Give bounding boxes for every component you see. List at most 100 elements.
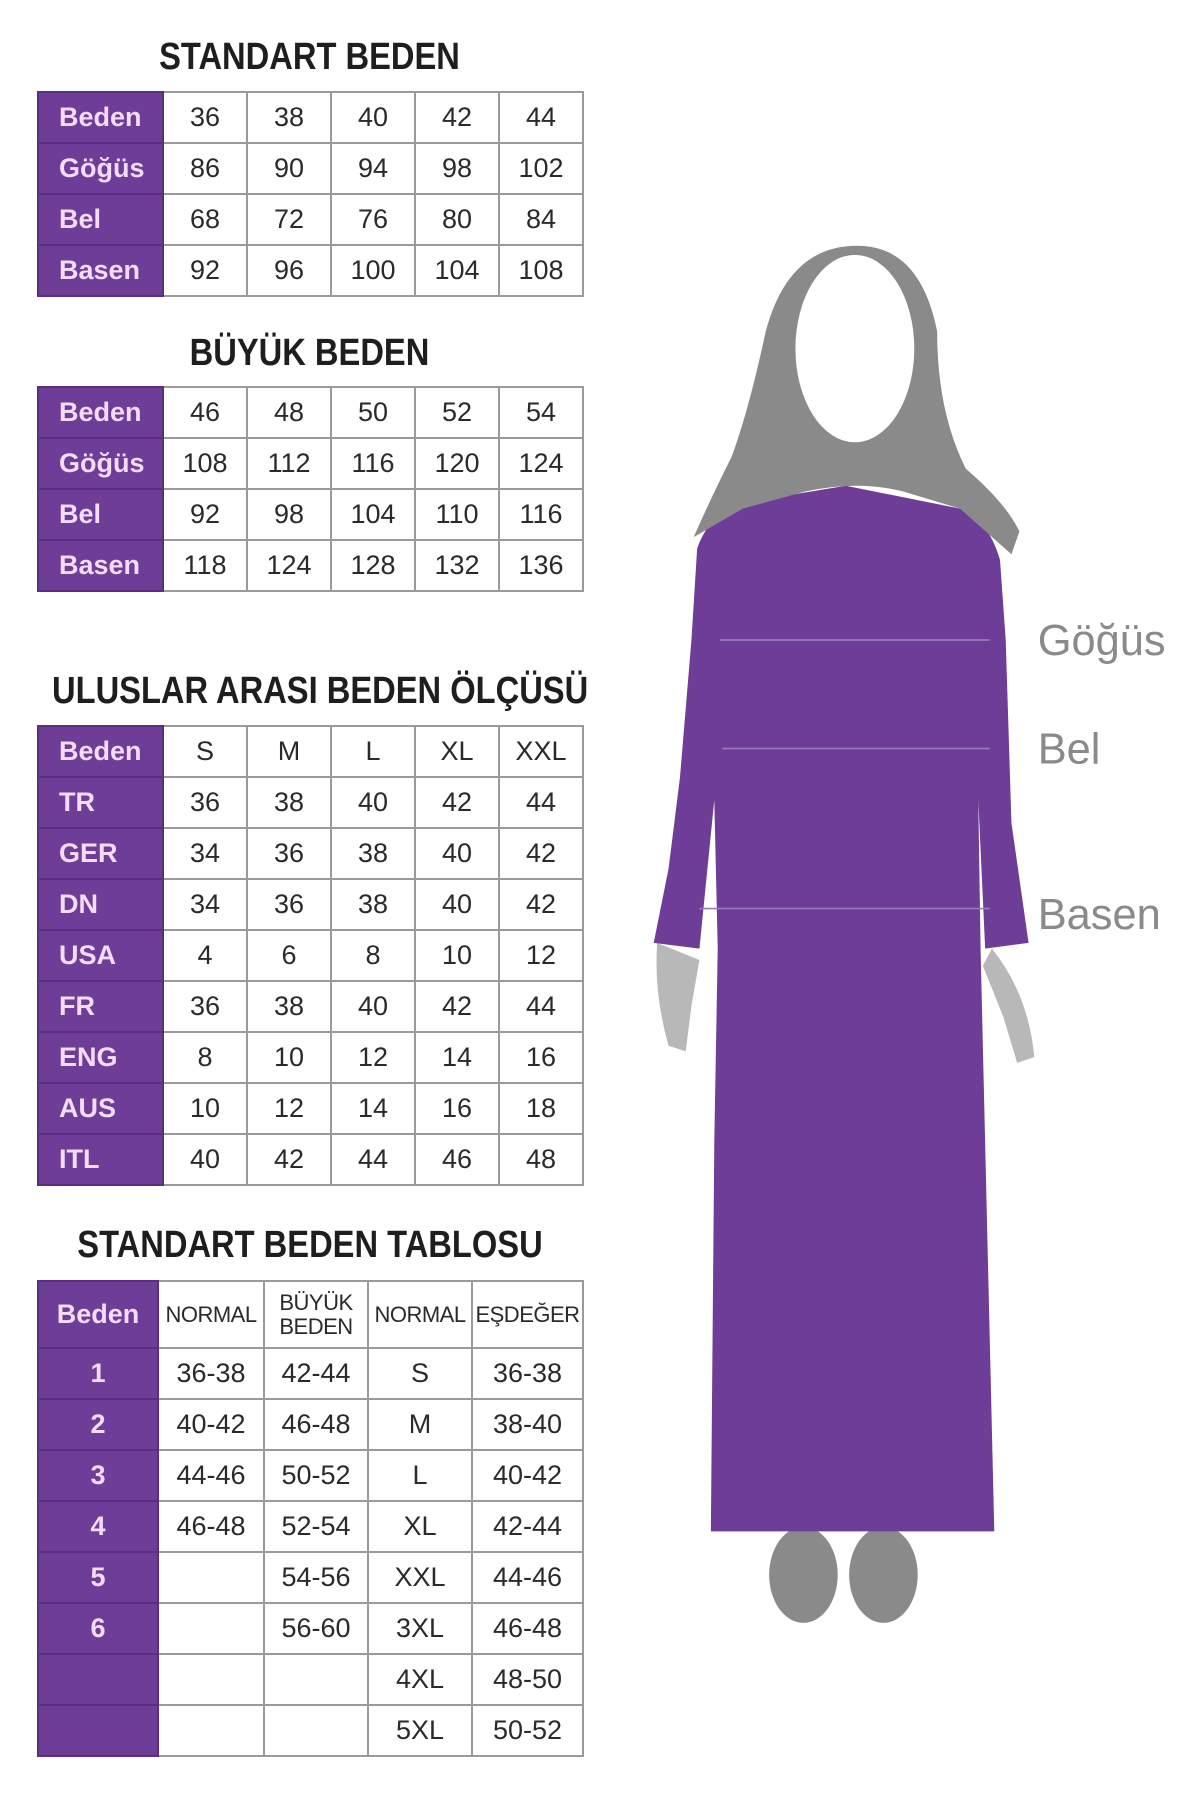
row-label-cell: DN (37, 878, 164, 931)
table-cell: 42 (498, 827, 584, 880)
table-cell: 8 (162, 1031, 248, 1084)
table-cell: 46-48 (263, 1398, 369, 1451)
table-cell: 4XL (367, 1653, 473, 1706)
table-cell: 12 (498, 929, 584, 982)
standart-beden-tablosu-table: Beden NORMAL BÜYÜK BEDEN NORMAL EŞDEĞER 1 36-3… (37, 1280, 584, 1757)
table-cell: XXL (498, 725, 584, 778)
gogus-label: Göğüs (1038, 617, 1166, 665)
right-hand (982, 948, 1035, 1063)
row-label-cell: 5 (37, 1551, 159, 1604)
table-cell: 44 (498, 776, 584, 829)
row-label-cell: GER (37, 827, 164, 880)
row-label-cell: Basen (37, 539, 164, 592)
table-cell: 40 (162, 1133, 248, 1186)
dress (653, 485, 1029, 1532)
table-cell: S (162, 725, 248, 778)
table-cell: 10 (246, 1031, 332, 1084)
table-row: Basen 92 96 100 104 108 (37, 244, 584, 297)
table-row: FR 36 38 40 42 44 (37, 980, 584, 1033)
table-cell: 40 (330, 980, 416, 1033)
table-row: 4XL 48-50 (37, 1653, 584, 1706)
table-cell: 50 (330, 386, 416, 439)
table-cell: L (330, 725, 416, 778)
table-cell (157, 1602, 265, 1655)
table-cell: 98 (414, 142, 500, 195)
left-shoe (769, 1526, 838, 1623)
table-row: TR 36 38 40 42 44 (37, 776, 584, 829)
table-cell: S (367, 1347, 473, 1400)
table-cell: 44 (498, 980, 584, 1033)
table-cell: 124 (246, 539, 332, 592)
table-row: AUS 10 12 14 16 18 (37, 1082, 584, 1135)
table-cell: 110 (414, 488, 500, 541)
table-cell: 84 (498, 193, 584, 246)
table-row: Göğüs 108 112 116 120 124 (37, 437, 584, 490)
row-label-cell: Beden (37, 91, 164, 144)
row-label-cell: ITL (37, 1133, 164, 1186)
table-cell: 46 (414, 1133, 500, 1186)
table-cell: 4 (162, 929, 248, 982)
row-label-cell: ENG (37, 1031, 164, 1084)
buyuk-beden-table: Beden 46 48 50 52 54 Göğüs 108 112 116 120 124 Bel 92… (37, 386, 584, 592)
table-cell: 48-50 (471, 1653, 584, 1706)
table-cell: 44-46 (157, 1449, 265, 1502)
row-label-cell: Beden (37, 386, 164, 439)
table-cell: 48 (498, 1133, 584, 1186)
table-cell: NORMAL (367, 1280, 473, 1349)
table-cell: 128 (330, 539, 416, 592)
table-cell: EŞDEĞER (471, 1280, 584, 1349)
table-cell: 40-42 (157, 1398, 265, 1451)
table-row: 5XL 50-52 (37, 1704, 584, 1757)
right-shoe (849, 1526, 918, 1623)
table-row: Bel 68 72 76 80 84 (37, 193, 584, 246)
row-label-cell: Beden (37, 1280, 159, 1349)
table-cell: 36 (162, 91, 248, 144)
standart-beden-title: STANDART BEDEN (159, 36, 460, 78)
table-row: GER 34 36 38 40 42 (37, 827, 584, 880)
table-cell: 36-38 (471, 1347, 584, 1400)
table-cell: 116 (330, 437, 416, 490)
table-cell: 50-52 (471, 1704, 584, 1757)
table-cell: 46-48 (471, 1602, 584, 1655)
row-label-cell: 4 (37, 1500, 159, 1553)
table-row: ENG 8 10 12 14 16 (37, 1031, 584, 1084)
table-cell: 3XL (367, 1602, 473, 1655)
bel-label: Bel (1038, 725, 1101, 773)
standart-beden-tablosu-title: STANDART BEDEN TABLOSU (77, 1224, 543, 1266)
row-label-cell (37, 1704, 159, 1757)
table-cell: 120 (414, 437, 500, 490)
table-cell: 38 (246, 91, 332, 144)
row-label-cell: TR (37, 776, 164, 829)
table-cell (157, 1704, 265, 1757)
table-cell: M (246, 725, 332, 778)
table-cell: M (367, 1398, 473, 1451)
table-cell: XL (367, 1500, 473, 1553)
table-row: 3 44-46 50-52 L 40-42 (37, 1449, 584, 1502)
table-cell: 8 (330, 929, 416, 982)
table-cell: 14 (330, 1082, 416, 1135)
table-cell: 102 (498, 142, 584, 195)
table-cell: 124 (498, 437, 584, 490)
table-cell: 40 (330, 91, 416, 144)
table-cell: 36-38 (157, 1347, 265, 1400)
table-row: 2 40-42 46-48 M 38-40 (37, 1398, 584, 1451)
table-row: 1 36-38 42-44 S 36-38 (37, 1347, 584, 1400)
row-label-cell: Bel (37, 488, 164, 541)
table-cell: 36 (162, 776, 248, 829)
table-cell (263, 1653, 369, 1706)
table-cell: 92 (162, 488, 248, 541)
table-cell: 18 (498, 1082, 584, 1135)
table-cell: 44 (498, 91, 584, 144)
table-cell (157, 1653, 265, 1706)
table-cell: 42 (414, 91, 500, 144)
row-label-cell: 2 (37, 1398, 159, 1451)
table-cell (157, 1551, 265, 1604)
table-cell: 34 (162, 827, 248, 880)
table-cell: 44-46 (471, 1551, 584, 1604)
row-label-cell (37, 1653, 159, 1706)
table-cell: 52-54 (263, 1500, 369, 1553)
table-cell: 14 (414, 1031, 500, 1084)
table-cell: XXL (367, 1551, 473, 1604)
table-cell: 94 (330, 142, 416, 195)
